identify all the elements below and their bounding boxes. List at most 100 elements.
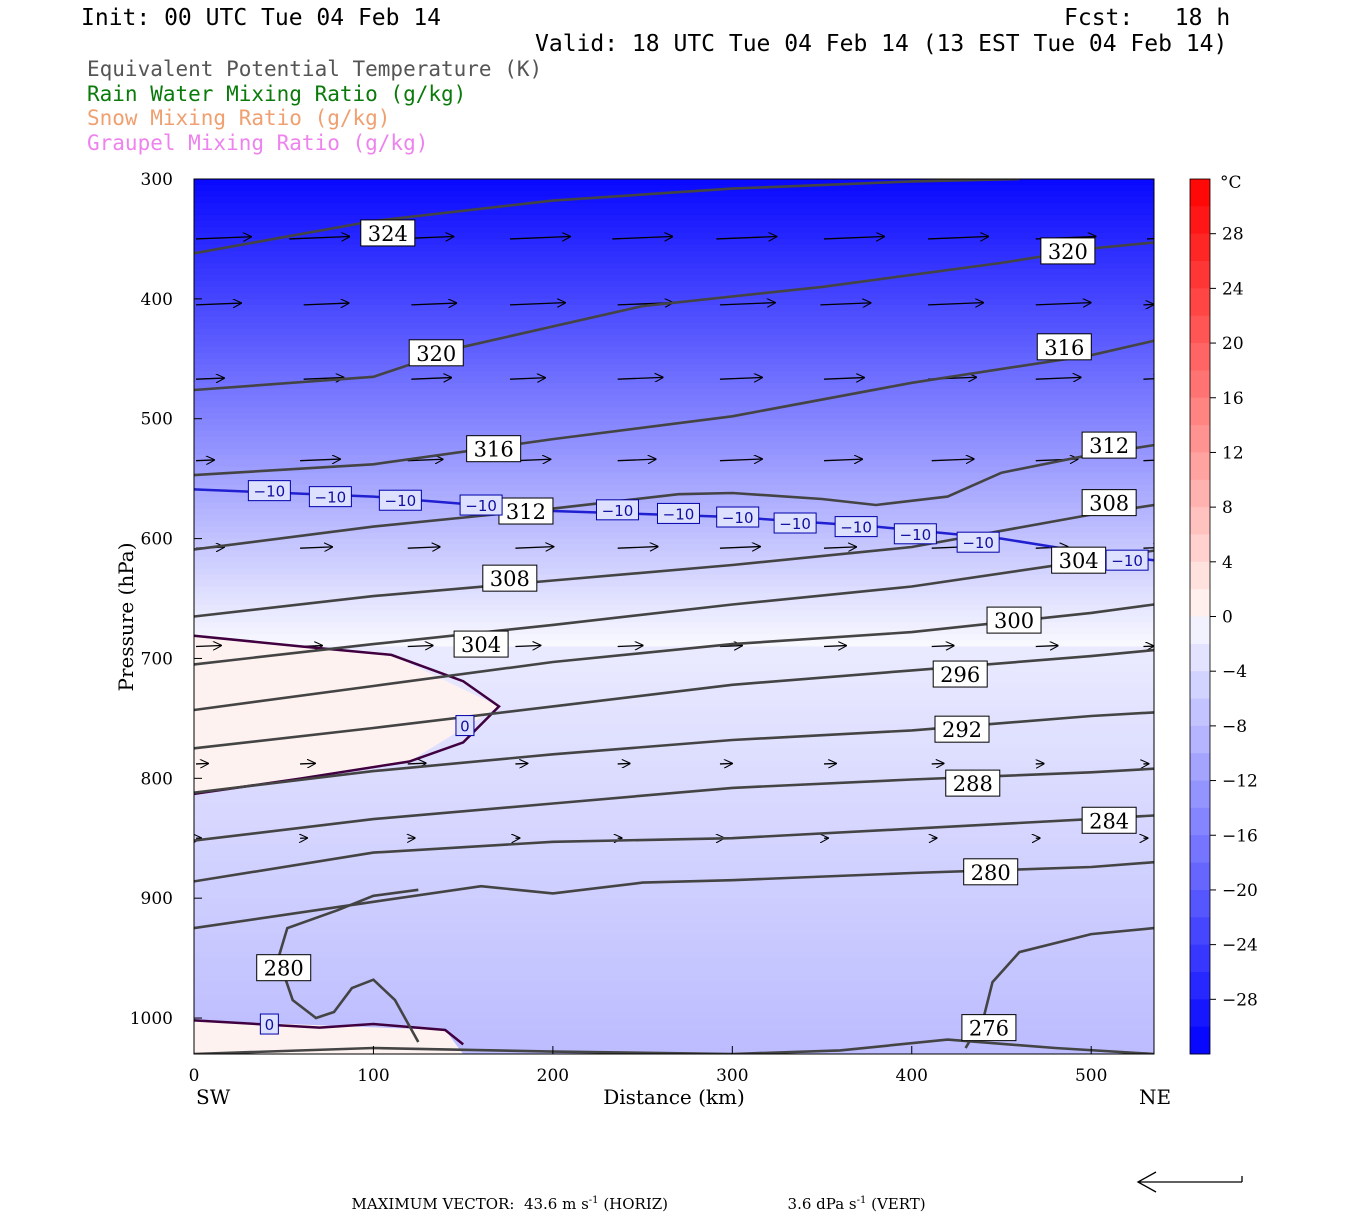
temp-band <box>194 389 1154 396</box>
temp-band <box>194 263 1154 270</box>
contour-label: 288 <box>953 772 993 796</box>
temp-label: −10 <box>722 509 754 527</box>
temp-band <box>194 557 1154 564</box>
temp-band <box>194 533 1154 540</box>
colorbar-swatch <box>1190 343 1210 371</box>
temp-band <box>194 335 1154 342</box>
horiz-exponent: -1 <box>589 1195 599 1206</box>
temp-band <box>194 551 1154 558</box>
colorbar-swatch <box>1190 480 1210 508</box>
colorbar-swatch <box>1190 972 1210 1000</box>
colorbar-swatch <box>1190 507 1210 535</box>
temp-band <box>194 886 1154 893</box>
temp-label: −10 <box>779 515 811 533</box>
temp-band <box>194 976 1154 983</box>
temp-band <box>194 215 1154 222</box>
colorbar-tick-label: −8 <box>1222 717 1247 737</box>
temp-band <box>194 575 1154 582</box>
x-end-label-sw: SW <box>196 1085 231 1109</box>
vert-value: 3.6 dPa s <box>788 1195 857 1213</box>
colorbar-swatch <box>1190 234 1210 262</box>
temp-band <box>194 233 1154 240</box>
temp-band <box>194 305 1154 312</box>
temp-band <box>194 425 1154 432</box>
temp-label: −10 <box>254 483 286 501</box>
temp-label: −10 <box>1111 552 1143 570</box>
temp-band <box>194 898 1154 905</box>
wind-vector <box>408 763 426 764</box>
colorbar-swatch <box>1190 452 1210 480</box>
contour-label: 308 <box>1089 492 1129 516</box>
temp-band <box>194 239 1154 246</box>
contour-label: 312 <box>506 500 546 524</box>
max-vector-label: MAXIMUM VECTOR: <box>352 1195 515 1213</box>
wind-vector <box>196 460 214 461</box>
temp-band <box>194 473 1154 480</box>
horiz-unit: (HORIZ) <box>599 1195 669 1213</box>
colorbar-swatch <box>1190 261 1210 289</box>
y-tick-label: 900 <box>141 889 173 909</box>
y-tick-label: 500 <box>141 410 173 430</box>
temp-band <box>194 407 1154 414</box>
vert-unit: (VERT) <box>866 1195 925 1213</box>
contour-label: 304 <box>1059 549 1099 573</box>
temp-band <box>194 443 1154 450</box>
wind-vector <box>1143 547 1161 548</box>
temp-band <box>194 778 1154 785</box>
temp-label: −10 <box>602 502 634 520</box>
max-vector-info: MAXIMUM VECTOR: 43.6 m s-1 (HORIZ) <box>342 1177 668 1213</box>
colorbar-swatch <box>1190 945 1210 973</box>
temp-band <box>194 634 1154 641</box>
y-tick-label: 300 <box>141 170 173 190</box>
contour-label: 320 <box>416 342 456 366</box>
temp-band <box>194 449 1154 456</box>
temp-band <box>194 317 1154 324</box>
colorbar-tick-label: 4 <box>1222 553 1233 573</box>
colorbar-tick-label: −24 <box>1222 936 1258 956</box>
colorbar-swatch <box>1190 562 1210 590</box>
temp-band <box>194 455 1154 462</box>
colorbar-tick-label: 24 <box>1222 279 1244 299</box>
colorbar-tick-label: −12 <box>1222 772 1258 792</box>
colorbar-swatch <box>1190 999 1210 1027</box>
temp-band <box>194 796 1154 803</box>
colorbar-tick-label: −16 <box>1222 826 1258 846</box>
temp-band <box>194 952 1154 959</box>
temp-band <box>194 479 1154 486</box>
colorbar-unit: °C <box>1220 173 1242 193</box>
colorbar-swatch <box>1190 753 1210 781</box>
temp-band <box>194 563 1154 570</box>
temp-label: −10 <box>663 505 695 523</box>
temp-label: −10 <box>315 489 347 507</box>
temp-band <box>194 311 1154 318</box>
temp-band <box>194 587 1154 594</box>
colorbar-swatch <box>1190 398 1210 426</box>
temp-band <box>194 353 1154 360</box>
wind-vector <box>932 646 954 647</box>
colorbar-swatch <box>1190 890 1210 918</box>
temp-band <box>194 341 1154 348</box>
contour-label: 300 <box>994 609 1034 633</box>
contour-label: 276 <box>969 1017 1009 1041</box>
x-tick-label: 400 <box>896 1066 928 1086</box>
temp-label: −10 <box>840 519 872 537</box>
temp-band <box>194 287 1154 294</box>
temp-band <box>194 347 1154 354</box>
temp-band <box>194 844 1154 851</box>
wind-vector <box>824 646 846 647</box>
contour-label: 324 <box>368 222 408 246</box>
x-tick-label: 100 <box>357 1066 389 1086</box>
temp-band <box>194 892 1154 899</box>
temp-band <box>194 814 1154 821</box>
x-tick-label: 200 <box>537 1066 569 1086</box>
temp-band <box>194 545 1154 552</box>
colorbar-swatch <box>1190 589 1210 617</box>
temp-band <box>194 197 1154 204</box>
temp-band <box>194 922 1154 929</box>
temp-band <box>194 359 1154 366</box>
cross-section-chart: 3243203203163163123123083083043043002962… <box>0 0 1350 1170</box>
colorbar-swatch <box>1190 206 1210 234</box>
x-tick-label: 0 <box>189 1066 200 1086</box>
x-end-label-ne: NE <box>1139 1085 1171 1109</box>
